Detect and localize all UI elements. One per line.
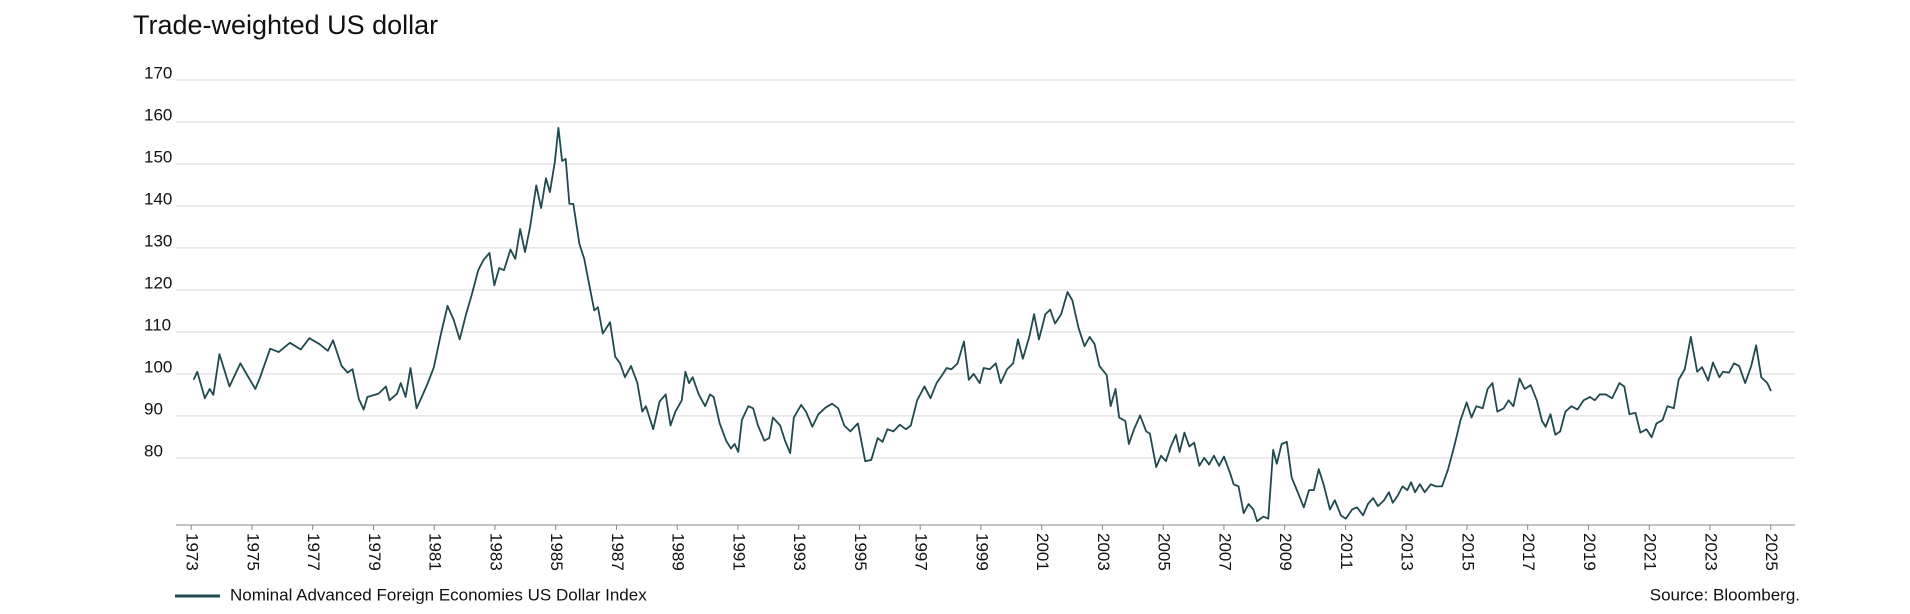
y-tick-label: 170: [144, 63, 172, 82]
x-tick-label: 1999: [972, 533, 991, 571]
chart-title: Trade-weighted US dollar: [133, 10, 438, 40]
x-tick-label: 2013: [1398, 533, 1417, 571]
y-tick-label: 120: [144, 273, 172, 292]
x-tick-label: 1997: [912, 533, 931, 571]
x-tick-label: 1983: [486, 533, 505, 571]
x-tick-label: 1991: [729, 533, 748, 571]
x-tick-label: 2007: [1215, 533, 1234, 571]
x-tick-label: 2019: [1580, 533, 1599, 571]
x-tick-label: 1979: [365, 533, 384, 571]
y-tick-label: 110: [144, 315, 171, 334]
x-tick-label: 2009: [1276, 533, 1295, 571]
x-tick-label: 2021: [1641, 533, 1660, 571]
x-tick-label: 2015: [1458, 533, 1477, 571]
x-tick-label: 2017: [1519, 533, 1538, 571]
data-line: [192, 126, 1772, 523]
x-tick-label: 2025: [1762, 533, 1781, 571]
x-tick-label: 1977: [304, 533, 323, 571]
x-tick-label: 2001: [1033, 533, 1052, 571]
y-tick-label: 160: [144, 105, 172, 124]
x-tick-label: 2003: [1094, 533, 1113, 571]
y-tick-label: 130: [144, 231, 172, 250]
x-tick-label: 1993: [790, 533, 809, 571]
legend-label: Nominal Advanced Foreign Economies US Do…: [230, 585, 647, 604]
x-tick-label: 1985: [547, 533, 566, 571]
x-tick-label: 1987: [608, 533, 627, 571]
source-note: Source: Bloomberg.: [1650, 585, 1800, 604]
y-tick-label: 80: [144, 441, 163, 460]
x-tick-label: 1975: [243, 533, 262, 571]
x-tick-label: 2005: [1155, 533, 1174, 571]
x-tick-label: 2023: [1701, 533, 1720, 571]
y-tick-label: 90: [144, 399, 163, 418]
x-tick-label: 1981: [426, 533, 445, 571]
x-tick-label: 2011: [1337, 533, 1356, 570]
x-tick-label: 1989: [669, 533, 688, 571]
y-tick-label: 150: [144, 147, 172, 166]
x-tick-label: 1995: [851, 533, 870, 571]
y-tick-label: 140: [144, 189, 172, 208]
y-tick-label: 100: [144, 357, 172, 376]
x-tick-label: 1973: [183, 533, 202, 571]
